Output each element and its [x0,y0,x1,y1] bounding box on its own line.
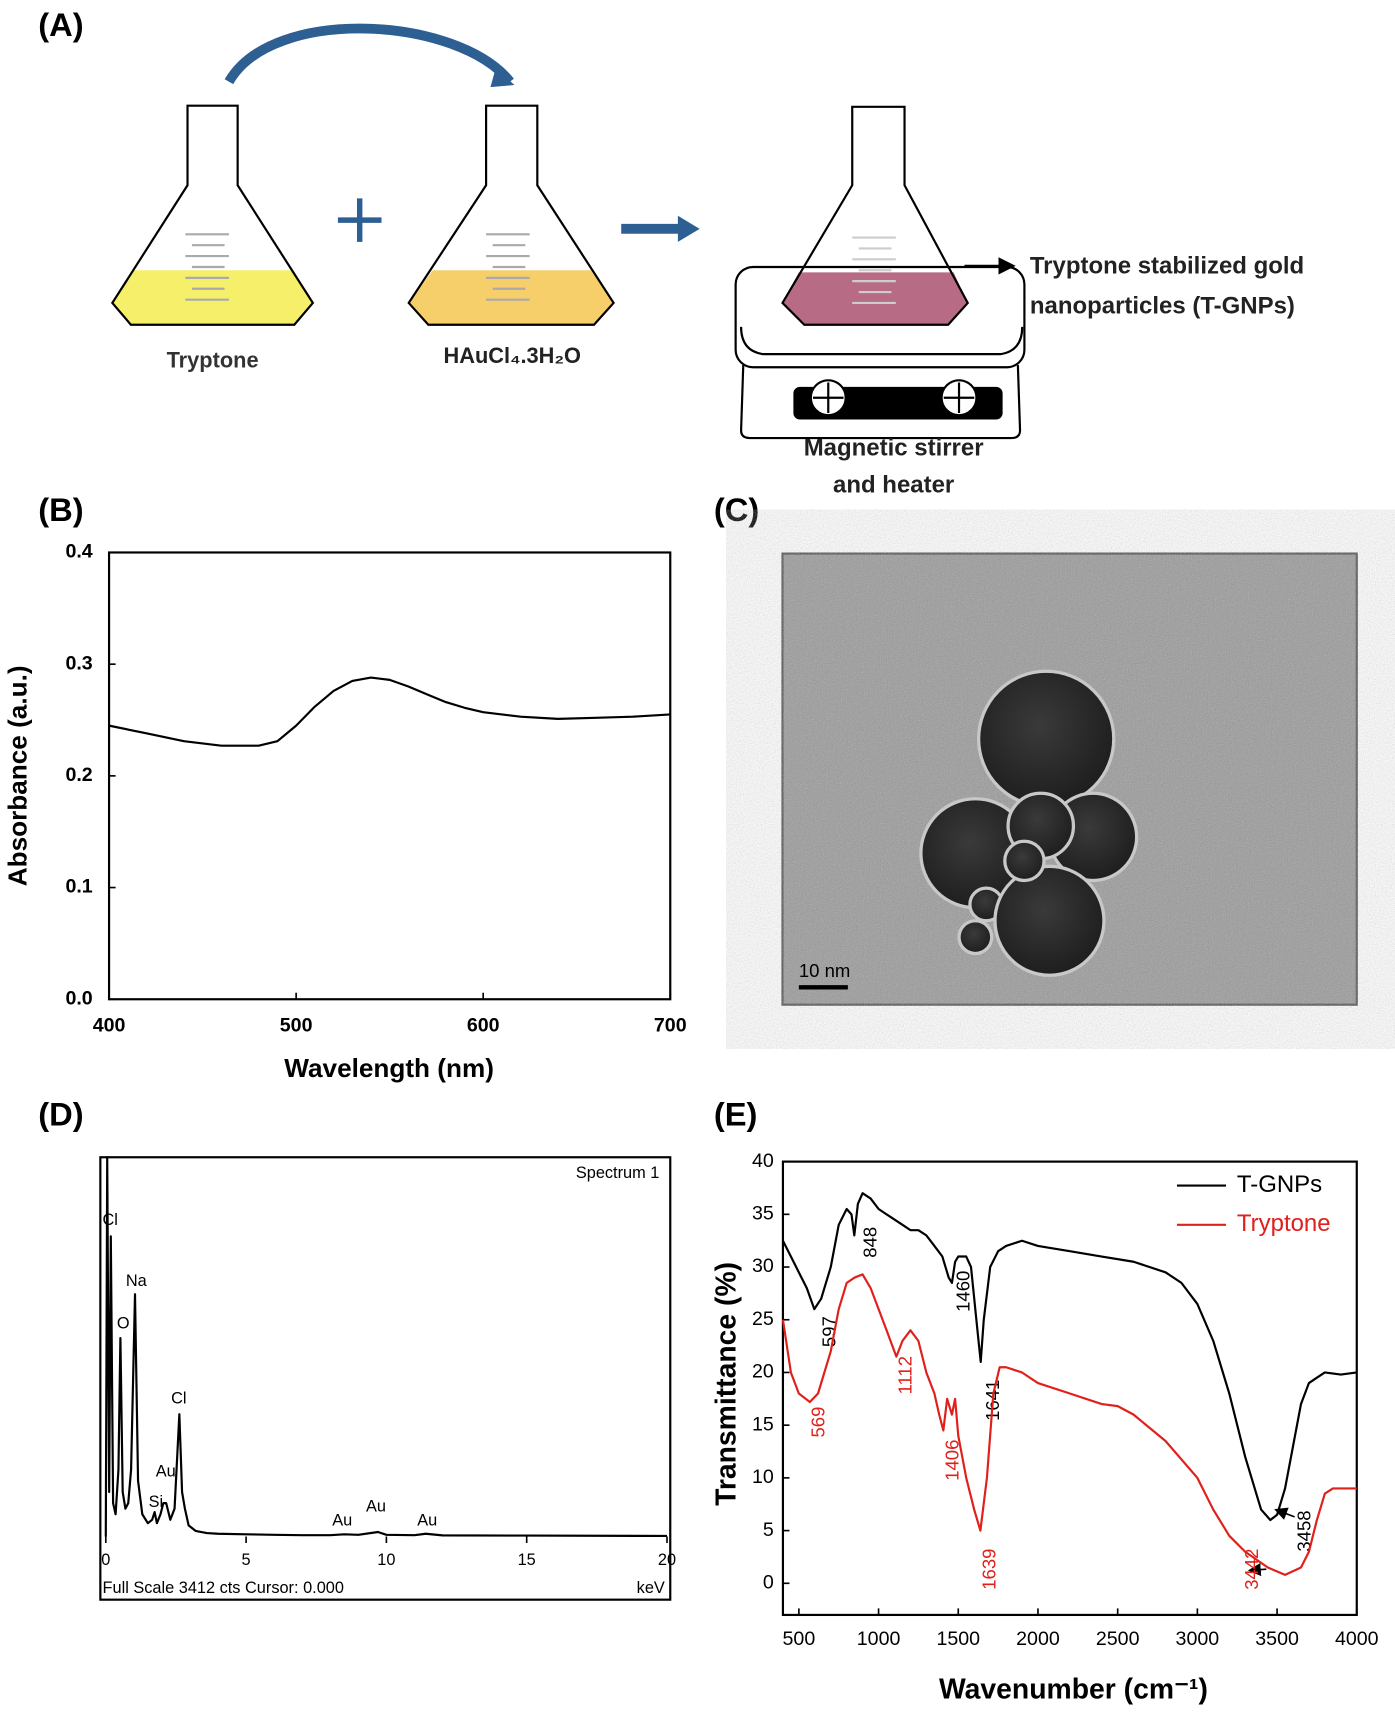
series-line [781,1273,1357,1576]
y-tick-label: 40 [752,1150,774,1172]
y-tick-label: 0.2 [65,764,92,786]
x-tick-label: 3500 [1255,1628,1299,1650]
nanoparticles [919,669,1139,977]
panel-c: (C) 10 nm [714,491,1358,1006]
x-tick-label: 4000 [1335,1628,1379,1650]
series-line [104,1156,667,1538]
peak-label: Cl [102,1211,117,1229]
panel-label: (C) [714,491,759,528]
peak-label: Si [149,1493,164,1511]
y-tick-label: 0.1 [65,876,92,898]
y-axis-label: Transmittance (%) [710,1262,742,1506]
panel-label: (B) [38,491,83,528]
device-label: and heater [833,471,954,498]
flask [110,104,315,326]
plot-frame [107,551,672,1001]
x-tick-label: 5 [242,1551,251,1569]
x-tick-label: 2500 [1096,1628,1140,1650]
y-axis-label: Absorbance (a.u.) [3,665,33,886]
y-tick-label: 15 [752,1413,774,1435]
y-tick-label: 0.0 [65,987,92,1009]
x-tick-label: 10 [377,1551,395,1569]
peak-label: Au [332,1512,352,1530]
x-axis-label: keV [637,1579,665,1597]
product-label: Tryptone stabilized gold [1030,252,1304,279]
x-tick-label: 600 [467,1015,500,1037]
x-tick-label: 3000 [1176,1628,1220,1650]
legend-label: Tryptone [1237,1210,1331,1237]
panel-label: (E) [714,1096,758,1133]
product-label: nanoparticles (T-GNPs) [1030,293,1295,320]
pointer [1247,1563,1267,1577]
peak-label: Au [366,1497,386,1515]
x-tick-label: 20 [658,1551,676,1569]
y-tick-label: 10 [752,1466,774,1488]
peak-label: 848 [860,1227,881,1258]
series-line [781,1192,1357,1522]
peak-label: 1639 [979,1549,1000,1590]
x-tick-label: 500 [783,1628,816,1650]
pointer [1274,1507,1295,1520]
legend-label: T-GNPs [1237,1171,1322,1198]
flask [781,105,970,326]
y-tick-label: 0 [763,1571,774,1593]
peak-label: Cl [171,1389,186,1407]
series-line [108,676,671,747]
panel-label: (D) [38,1096,83,1133]
y-tick-label: 35 [752,1203,774,1225]
y-tick-label: 5 [763,1519,774,1541]
peak-label: Au [156,1462,176,1480]
x-tick-label: 1500 [936,1628,980,1650]
chart-footer: Full Scale 3412 cts Cursor: 0.000 [103,1579,344,1597]
peak-label: 569 [807,1407,828,1438]
scale-bar-label: 10 nm [799,960,850,981]
y-tick-label: 0.3 [65,652,92,674]
peak-label: 3442 [1241,1549,1262,1590]
plus-sign [337,198,382,242]
flask-label: HAuCl₄.3H₂O [444,343,581,368]
x-tick-label: 400 [93,1015,126,1037]
x-tick-label: 15 [518,1551,536,1569]
plot-frame [781,1160,1358,1617]
y-tick-label: 25 [752,1308,774,1330]
peak-label: 1112 [895,1356,916,1394]
y-tick-label: 30 [752,1255,774,1277]
peak-label: Au [417,1512,437,1530]
arrow-head [490,67,515,88]
peak-label: Na [126,1272,148,1290]
chart-title: Spectrum 1 [576,1164,659,1182]
y-tick-label: 0.4 [65,541,92,563]
x-tick-label: 1000 [857,1628,901,1650]
y-tick-label: 20 [752,1361,774,1383]
x-axis-label: Wavenumber (cm⁻¹) [939,1674,1208,1706]
x-tick-label: 2000 [1016,1628,1060,1650]
peak-label: 1406 [941,1440,962,1481]
panel-a: (A) Tryptone [38,6,1304,498]
flask-label: Tryptone [167,348,259,373]
device-label: Magnetic stirrer [804,434,984,461]
peak-label: O [117,1314,130,1332]
plot-frame [99,1156,672,1601]
x-tick-label: 0 [101,1551,110,1569]
peak-label: 3458 [1293,1510,1314,1551]
flask [407,104,615,326]
x-tick-label: 500 [280,1015,313,1037]
x-axis-label: Wavelength (nm) [284,1053,494,1083]
peak-label: 1460 [952,1271,973,1312]
x-tick-label: 700 [654,1015,687,1037]
curved-arrow [224,23,514,85]
panel-label: (A) [38,6,83,43]
arrow-head [677,215,700,242]
